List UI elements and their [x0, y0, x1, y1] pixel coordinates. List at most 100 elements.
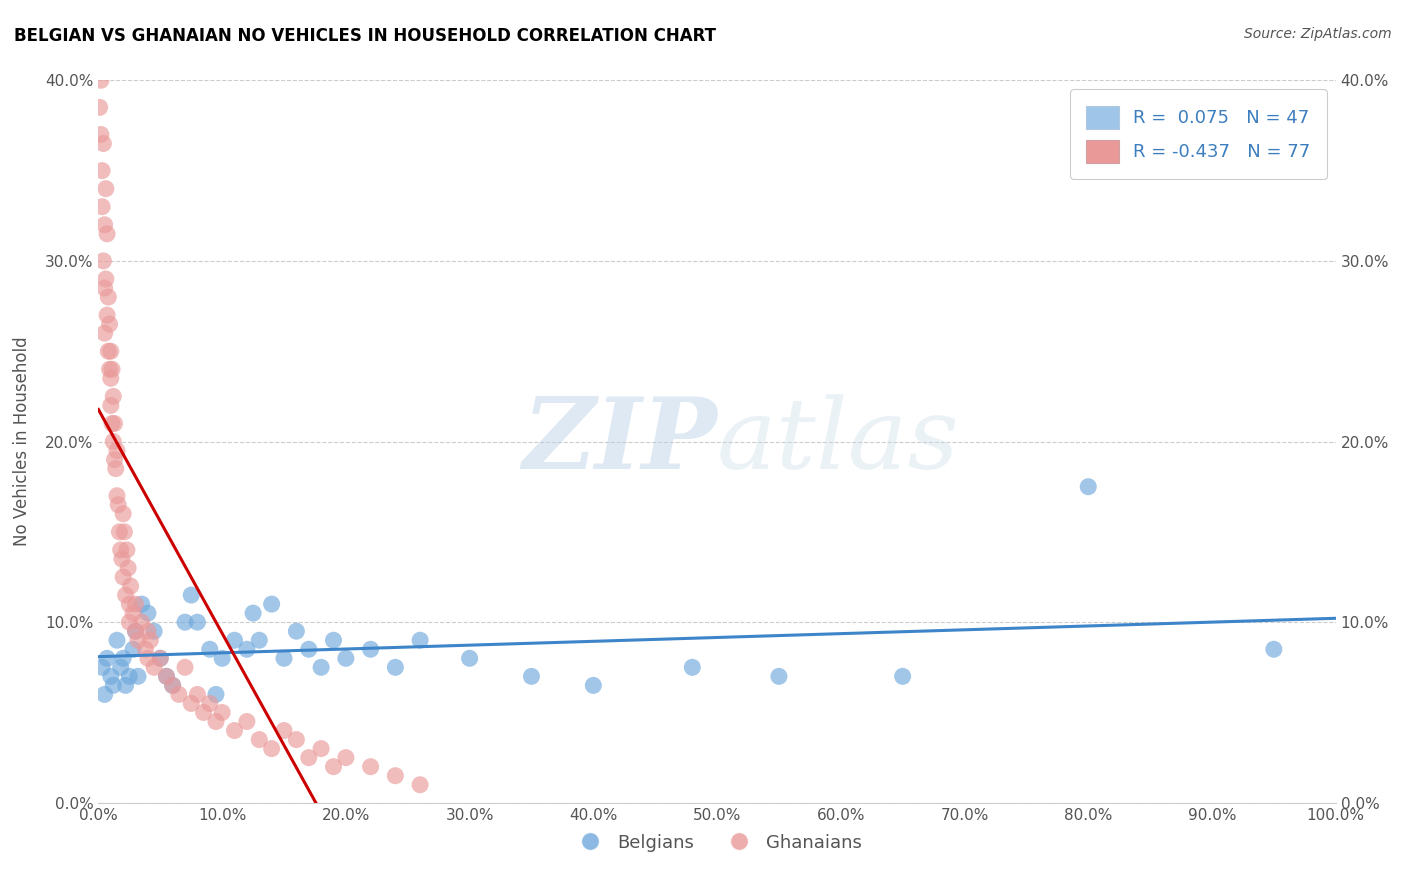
Point: [167, 687, 190, 701]
Point: [89, 100, 111, 114]
Legend: Belgians, Ghanaians: Belgians, Ghanaians: [565, 826, 869, 859]
Point: [98, 317, 121, 331]
Point: [93, 281, 115, 295]
Point: [111, 552, 134, 566]
Text: BELGIAN VS GHANAIAN NO VEHICLES IN HOUSEHOLD CORRELATION CHART: BELGIAN VS GHANAIAN NO VEHICLES IN HOUSE…: [14, 27, 716, 45]
Point: [91, 163, 114, 178]
Point: [93, 136, 115, 151]
Point: [143, 660, 166, 674]
Point: [273, 723, 295, 738]
Point: [108, 524, 131, 539]
Point: [97, 290, 120, 304]
Point: [100, 344, 122, 359]
Point: [131, 615, 153, 630]
Point: [247, 633, 270, 648]
Point: [174, 660, 197, 674]
Point: [134, 642, 156, 657]
Point: [91, 200, 114, 214]
Point: [273, 651, 295, 665]
Point: [298, 750, 321, 764]
Point: [162, 678, 184, 692]
Point: [122, 606, 145, 620]
Point: [103, 678, 125, 692]
Point: [101, 362, 124, 376]
Point: [520, 669, 543, 683]
Point: [127, 633, 149, 648]
Point: [681, 660, 703, 674]
Point: [103, 434, 125, 449]
Point: [107, 498, 129, 512]
Point: [409, 633, 432, 648]
Point: [105, 633, 128, 648]
Point: [162, 678, 184, 692]
Point: [205, 714, 228, 729]
Text: ZIP: ZIP: [522, 393, 717, 490]
Point: [186, 687, 208, 701]
Point: [118, 669, 141, 683]
Point: [117, 561, 139, 575]
Point: [93, 687, 115, 701]
Point: [98, 362, 121, 376]
Point: [285, 732, 308, 747]
Point: [322, 760, 344, 774]
Point: [103, 389, 125, 403]
Point: [149, 651, 172, 665]
Point: [103, 452, 125, 467]
Point: [96, 308, 118, 322]
Point: [101, 417, 124, 431]
Point: [104, 461, 127, 475]
Point: [97, 344, 120, 359]
Point: [891, 669, 914, 683]
Point: [93, 326, 115, 341]
Point: [115, 542, 138, 557]
Point: [1263, 642, 1285, 657]
Point: [335, 651, 357, 665]
Point: [93, 218, 115, 232]
Point: [582, 678, 605, 692]
Point: [236, 642, 259, 657]
Point: [309, 741, 332, 756]
Point: [224, 723, 246, 738]
Point: [260, 741, 283, 756]
Point: [136, 651, 159, 665]
Point: [224, 633, 246, 648]
Point: [155, 669, 177, 683]
Point: [112, 570, 135, 584]
Point: [174, 615, 197, 630]
Text: atlas: atlas: [717, 394, 960, 489]
Point: [139, 633, 162, 648]
Text: Source: ZipAtlas.com: Source: ZipAtlas.com: [1244, 27, 1392, 41]
Point: [236, 714, 259, 729]
Point: [94, 272, 117, 286]
Point: [96, 227, 118, 241]
Point: [384, 769, 406, 783]
Point: [131, 597, 153, 611]
Point: [124, 624, 146, 639]
Point: [1077, 480, 1099, 494]
Point: [768, 669, 790, 683]
Point: [112, 524, 135, 539]
Point: [149, 651, 172, 665]
Point: [124, 624, 146, 639]
Point: [96, 651, 118, 665]
Point: [110, 660, 132, 674]
Point: [360, 760, 382, 774]
Point: [335, 750, 357, 764]
Point: [198, 642, 221, 657]
Point: [91, 660, 114, 674]
Point: [114, 588, 136, 602]
Point: [112, 651, 135, 665]
Point: [94, 182, 117, 196]
Point: [105, 489, 128, 503]
Point: [100, 669, 122, 683]
Point: [180, 697, 202, 711]
Point: [193, 706, 215, 720]
Point: [120, 579, 142, 593]
Point: [260, 597, 283, 611]
Point: [143, 624, 166, 639]
Point: [136, 606, 159, 620]
Point: [110, 542, 132, 557]
Point: [211, 651, 233, 665]
Point: [247, 732, 270, 747]
Point: [93, 253, 115, 268]
